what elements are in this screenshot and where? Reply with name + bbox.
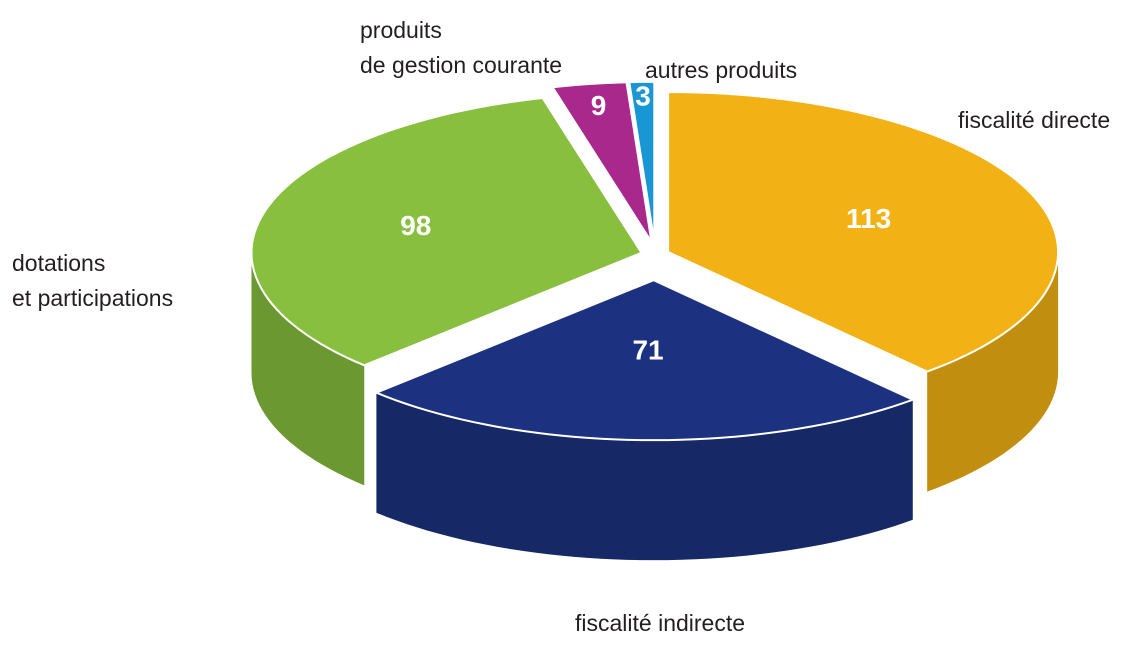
slice-side-shade [251, 252, 365, 486]
value-label: 3 [635, 80, 651, 111]
slice [550, 81, 653, 243]
category-label-line: produits [360, 17, 442, 43]
value-label: 71 [632, 335, 663, 366]
slice-side [251, 252, 365, 486]
category-label-line: fiscalité directe [958, 107, 1110, 133]
category-label: autres produits [645, 57, 797, 83]
slice [373, 279, 916, 442]
category-label-line: autres produits [645, 57, 797, 83]
category-label: dotations et participations [12, 250, 173, 311]
value-label: 98 [400, 210, 431, 241]
category-label-line: de gestion courante [360, 52, 562, 78]
slice [628, 80, 656, 242]
slice [250, 96, 643, 367]
category-label-line: et participations [12, 285, 173, 311]
category-label: fiscalité indirecte [575, 610, 745, 636]
category-label: produits de gestion courante [360, 17, 562, 78]
slice-side [927, 252, 1059, 492]
category-label-line: dotations [12, 250, 105, 276]
slice-side-shade [927, 252, 1059, 492]
value-label: 9 [591, 90, 607, 121]
slice-side [376, 392, 913, 561]
slice-side-shade [376, 392, 913, 561]
category-label-line: fiscalité indirecte [575, 610, 745, 636]
value-label: 113 [846, 203, 891, 234]
category-label: fiscalité directe [958, 107, 1110, 133]
slice [667, 91, 1060, 373]
